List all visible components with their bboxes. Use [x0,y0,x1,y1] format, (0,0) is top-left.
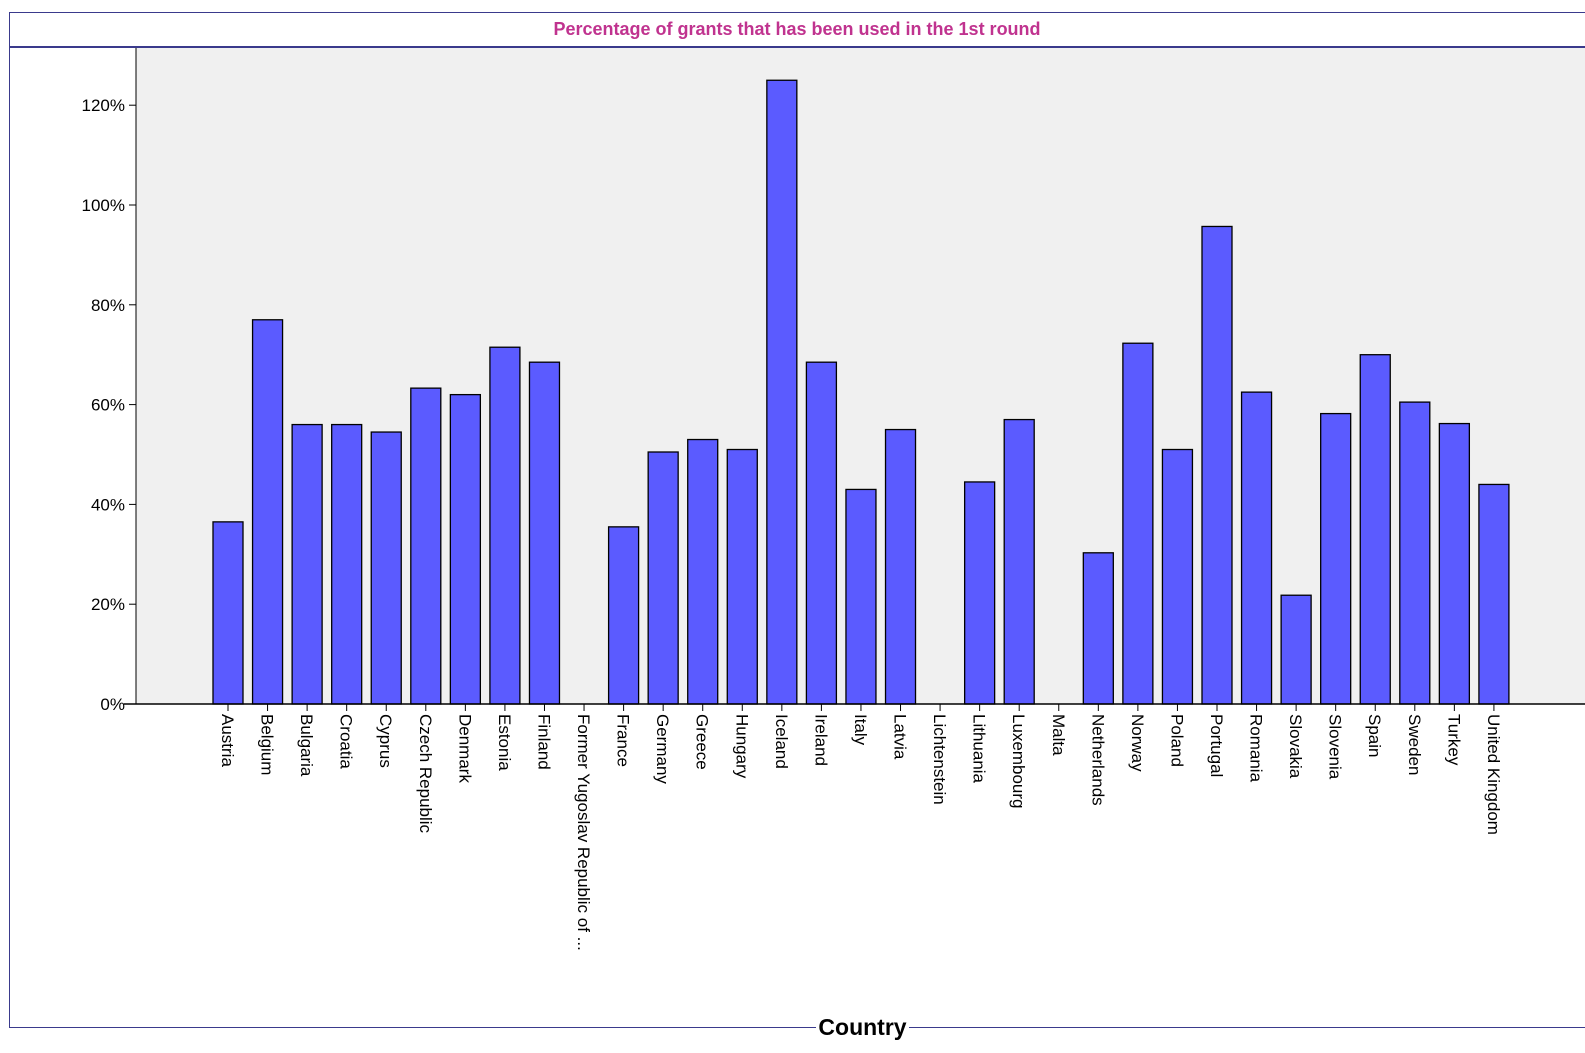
bar [1280,594,1312,705]
x-tick-label: Turkey [1444,714,1463,766]
x-tick-label: Denmark [455,714,474,783]
x-tick-label: Italy [851,714,870,746]
x-tick-label: Finland [534,714,553,770]
bar [647,451,679,705]
bar [1399,401,1431,705]
x-tick-label: United Kingdom [1484,714,1503,835]
bar [1082,552,1114,705]
bar [370,431,402,705]
bar [687,438,719,705]
chart-title-bar: Percentage of grants that has been used … [9,12,1585,48]
x-tick-label: Ireland [811,714,830,766]
x-tick-label: Luxembourg [1009,714,1028,809]
x-tick-label: Bulgaria [297,714,316,777]
bar [1478,483,1510,705]
bar [766,79,798,705]
x-tick-label: Malta [1049,714,1068,756]
bar [449,393,482,705]
y-tick-label: 40% [91,495,125,514]
bar [1161,448,1194,705]
x-tick-label: Poland [1167,714,1186,767]
bar [607,526,640,705]
chart-frame [9,12,1585,1028]
x-tick-label: Slovenia [1326,714,1345,780]
x-tick-label: Cyprus [376,714,395,768]
bar [884,428,917,705]
x-tick-label: Iceland [772,714,791,769]
x-tick-label: Slovakia [1286,714,1305,779]
bar [1122,342,1154,705]
bar [410,387,442,705]
x-tick-label: Austria [218,714,237,767]
x-tick-label: Germany [653,714,672,784]
x-tick-label: Estonia [495,714,514,771]
x-tick-label: Former Yugoslav Republic of ... [574,714,593,951]
y-tick-label: 20% [91,595,125,614]
bar [963,481,996,705]
x-tick-label: Greece [693,714,712,770]
bar [845,488,877,705]
y-tick-label: 0% [100,695,125,714]
x-tick-label: Lichtenstein [930,714,949,805]
bar [212,521,244,705]
bar [331,423,363,705]
x-tick-label: France [614,714,633,767]
chart-title: Percentage of grants that has been used … [553,18,1041,39]
x-tick-label: Portugal [1207,714,1226,777]
x-tick-label: Belgium [258,714,277,775]
x-tick-label: Lithuania [970,714,989,784]
bar [291,423,323,705]
y-tick-label: 120% [82,96,125,115]
x-tick-label: Latvia [891,714,910,760]
x-tick-label: Spain [1365,714,1384,757]
x-tick-label: Romania [1247,714,1266,783]
bar [489,346,521,705]
x-tick-label: Sweden [1405,714,1424,775]
x-tick-label: Czech Republic [416,714,435,834]
bar [805,361,838,705]
x-tick-label: Norway [1128,714,1147,772]
bar [251,319,284,705]
bar [1359,354,1391,705]
bar [1201,225,1233,705]
y-tick-label: 60% [91,396,125,415]
bar [1240,391,1273,705]
bar [1320,412,1352,705]
y-tick-label: 80% [91,296,125,315]
bar [726,448,758,705]
x-tick-label: Netherlands [1088,714,1107,806]
y-tick-label: 100% [82,196,125,215]
x-tick-label: Croatia [337,714,356,769]
bar [1438,422,1471,705]
bar [528,361,561,705]
x-axis-title: Country [816,1014,909,1040]
bar [1003,418,1035,705]
x-tick-label: Hungary [732,714,751,779]
